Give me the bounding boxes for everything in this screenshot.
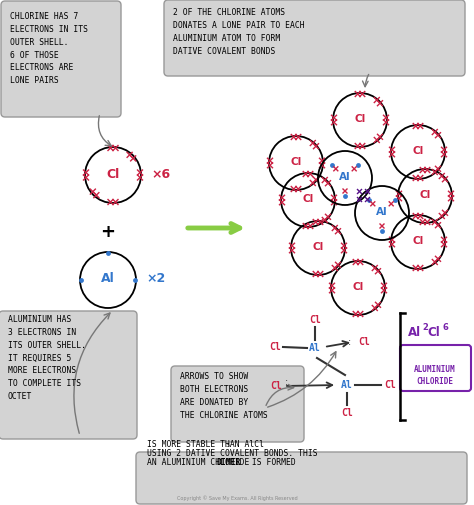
FancyBboxPatch shape xyxy=(136,452,467,504)
Text: Al: Al xyxy=(376,207,388,217)
Text: Al: Al xyxy=(341,380,353,390)
Text: Cl: Cl xyxy=(358,337,370,347)
FancyBboxPatch shape xyxy=(171,366,304,442)
Text: Cl: Cl xyxy=(269,342,281,352)
Text: Cl: Cl xyxy=(427,326,440,338)
Text: 3: 3 xyxy=(226,443,229,448)
Text: DIMER: DIMER xyxy=(217,458,241,467)
Text: :: : xyxy=(348,337,351,347)
FancyBboxPatch shape xyxy=(1,1,121,117)
Text: IS FORMED: IS FORMED xyxy=(247,458,296,467)
Text: Cl: Cl xyxy=(384,380,396,390)
Text: ALUMINIUM
CHLORIDE: ALUMINIUM CHLORIDE xyxy=(414,365,456,386)
Text: Cl: Cl xyxy=(341,408,353,418)
Text: Cl: Cl xyxy=(302,194,314,204)
Text: AN ALUMINIUM CHLORIDE: AN ALUMINIUM CHLORIDE xyxy=(147,458,254,467)
Text: Al: Al xyxy=(101,273,115,285)
Text: 2: 2 xyxy=(422,324,428,332)
FancyBboxPatch shape xyxy=(0,311,137,439)
Text: CHLORINE HAS 7
ELECTRONS IN ITS
OUTER SHELL.
6 OF THOSE
ELECTRONS ARE
LONE PAIRS: CHLORINE HAS 7 ELECTRONS IN ITS OUTER SH… xyxy=(10,12,88,85)
Text: ARROWS TO SHOW
BOTH ELECTRONS
ARE DONATED BY
THE CHLORINE ATOMS: ARROWS TO SHOW BOTH ELECTRONS ARE DONATE… xyxy=(180,372,268,420)
Text: :: : xyxy=(285,377,288,387)
Text: ×2: ×2 xyxy=(146,273,165,285)
Text: Cl: Cl xyxy=(106,168,119,180)
Text: Cl: Cl xyxy=(312,242,324,252)
Text: Cl: Cl xyxy=(355,114,365,124)
Text: 6: 6 xyxy=(443,324,449,332)
Text: ALUMINIUM HAS
3 ELECTRONS IN
ITS OUTER SHELL.
IT REQUIRES 5
MORE ELECTRONS
TO CO: ALUMINIUM HAS 3 ELECTRONS IN ITS OUTER S… xyxy=(8,315,86,401)
Text: Cl: Cl xyxy=(412,146,424,156)
Text: ×6: ×6 xyxy=(151,168,170,180)
FancyBboxPatch shape xyxy=(164,0,465,76)
Text: Copyright © Save My Exams. All Rights Reserved: Copyright © Save My Exams. All Rights Re… xyxy=(177,495,297,501)
FancyBboxPatch shape xyxy=(400,345,471,391)
Text: Cl: Cl xyxy=(309,315,321,325)
Text: Cl: Cl xyxy=(291,157,301,167)
Text: +: + xyxy=(100,223,116,241)
Text: 2 OF THE CHLORINE ATOMS
DONATES A LONE PAIR TO EACH
ALUMINIUM ATOM TO FORM
DATIV: 2 OF THE CHLORINE ATOMS DONATES A LONE P… xyxy=(173,8,305,56)
Text: Cl: Cl xyxy=(412,236,424,246)
Text: Cl: Cl xyxy=(419,190,430,200)
Text: Cl: Cl xyxy=(270,381,282,391)
Text: Al: Al xyxy=(408,326,421,338)
Text: Al: Al xyxy=(339,172,351,182)
Text: Al: Al xyxy=(309,343,321,353)
Text: Cl: Cl xyxy=(352,282,364,292)
Text: IS MORE STABLE THAN AlCl: IS MORE STABLE THAN AlCl xyxy=(147,440,264,449)
Text: USING 2 DATIVE COVALENT BONDS. THIS: USING 2 DATIVE COVALENT BONDS. THIS xyxy=(147,449,318,458)
